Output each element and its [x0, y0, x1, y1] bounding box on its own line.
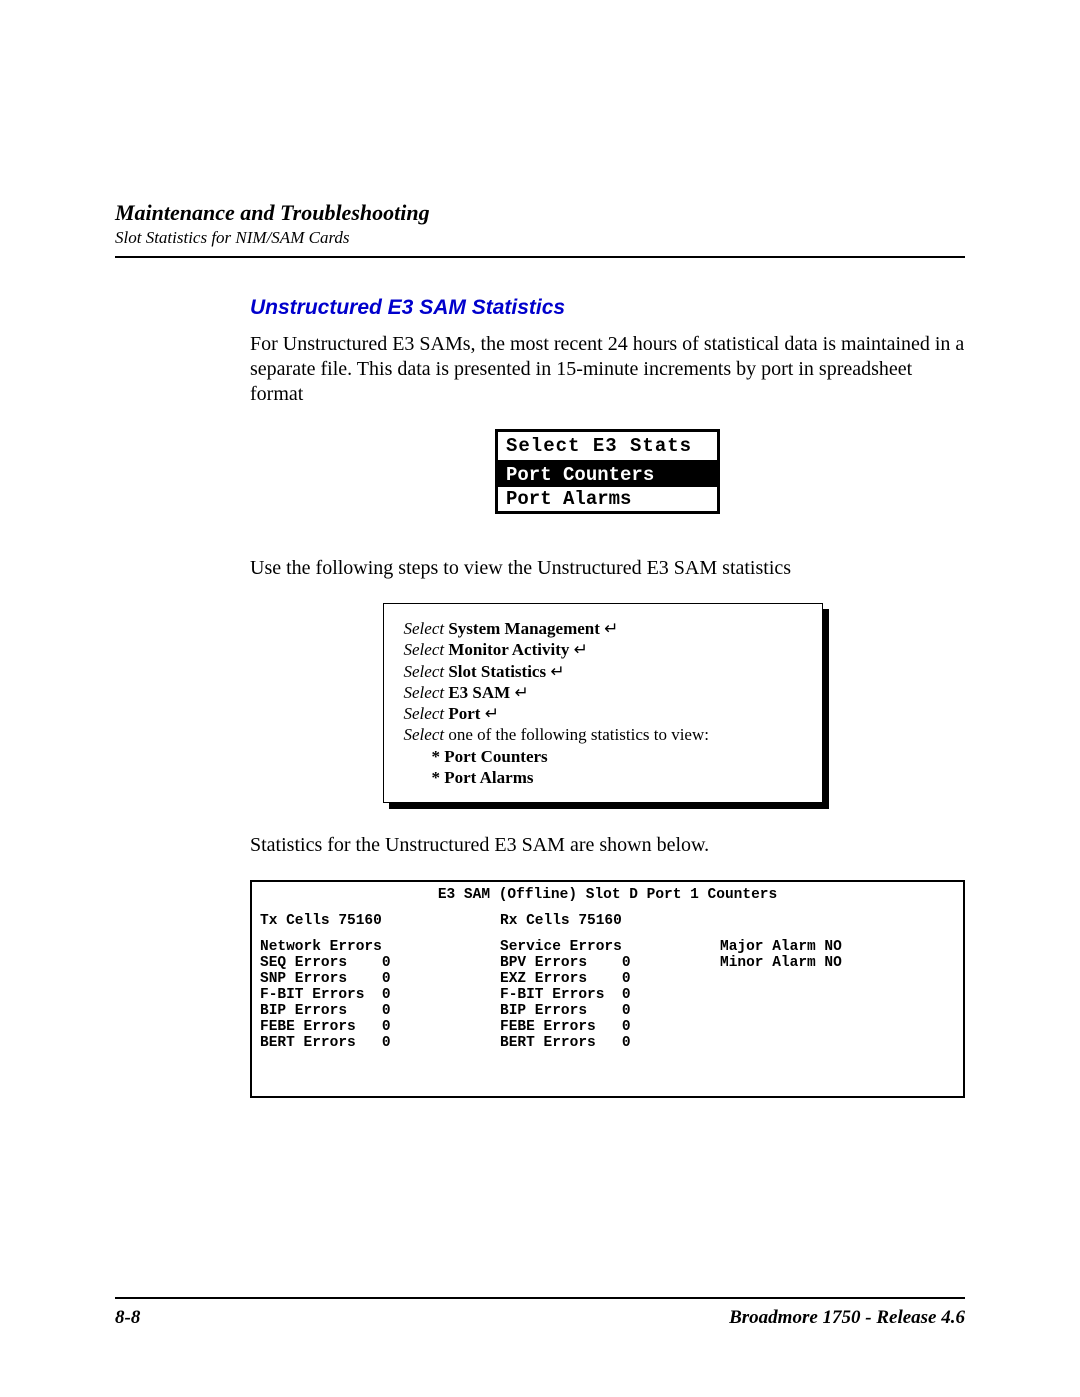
network-errors-col: Network Errors SEQ Errors 0 SNP Errors 0… [260, 940, 500, 1052]
step-line: Select Port ↵ [404, 703, 802, 724]
step-bullet: * Port Alarms [404, 767, 802, 788]
step-bold: System Management [448, 619, 600, 638]
step-line: Select Monitor Activity ↵ [404, 639, 802, 660]
rx-cells: Rx Cells 75160 [500, 914, 720, 930]
menu-title: Select E3 Stats [498, 432, 717, 463]
step-line: Select E3 SAM ↵ [404, 682, 802, 703]
section-heading: Unstructured E3 SAM Statistics [250, 296, 965, 320]
enter-icon: ↵ [514, 683, 528, 702]
enter-icon: ↵ [604, 619, 618, 638]
terminal-title: E3 SAM (Offline) Slot D Port 1 Counters [260, 888, 955, 904]
footer-row: 8-8 Broadmore 1750 - Release 4.6 [115, 1307, 965, 1329]
content-area: Unstructured E3 SAM Statistics For Unstr… [115, 264, 965, 1098]
page-footer: 8-8 Broadmore 1750 - Release 4.6 [115, 1297, 965, 1329]
service-errors-col: Service Errors BPV Errors 0 EXZ Errors 0… [500, 940, 720, 1052]
footer-rule [115, 1297, 965, 1299]
menu-box-container: Select E3 Stats Port Counters Port Alarm… [250, 429, 965, 514]
step-prefix: Select [404, 704, 445, 723]
stats-below-text: Statistics for the Unstructured E3 SAM a… [250, 833, 965, 858]
page-header: Maintenance and Troubleshooting Slot Sta… [115, 200, 965, 258]
step-prefix: Select [404, 725, 445, 744]
step-prefix: Select [404, 619, 445, 638]
step-bold: Port [448, 704, 480, 723]
step-line: Select Slot Statistics ↵ [404, 661, 802, 682]
step-prefix: Select [404, 683, 445, 702]
step-bold: E3 SAM [448, 683, 510, 702]
menu-item-port-alarms[interactable]: Port Alarms [498, 487, 717, 511]
enter-icon: ↵ [485, 704, 499, 723]
header-rule [115, 256, 965, 258]
steps-box-container: Select System Management ↵ Select Monito… [250, 603, 965, 803]
step-line: Select System Management ↵ [404, 618, 802, 639]
section-subtitle: Slot Statistics for NIM/SAM Cards [115, 228, 965, 248]
doc-title: Broadmore 1750 - Release 4.6 [729, 1307, 965, 1329]
step-bold: Monitor Activity [448, 640, 569, 659]
terminal-cells-row: Tx Cells 75160 Rx Cells 75160 [260, 914, 955, 930]
use-steps-text: Use the following steps to view the Unst… [250, 556, 965, 581]
select-e3-stats-menu: Select E3 Stats Port Counters Port Alarm… [495, 429, 720, 514]
step-bold: Slot Statistics [448, 662, 546, 681]
step-line: Select one of the following statistics t… [404, 724, 802, 745]
tx-cells: Tx Cells 75160 [260, 914, 500, 930]
terminal-container: E3 SAM (Offline) Slot D Port 1 Counters … [250, 880, 965, 1098]
step-bullet: * Port Counters [404, 746, 802, 767]
step-prefix: Select [404, 662, 445, 681]
terminal-grid: Network Errors SEQ Errors 0 SNP Errors 0… [260, 940, 955, 1052]
menu-item-port-counters[interactable]: Port Counters [498, 463, 717, 487]
page-number: 8-8 [115, 1307, 140, 1329]
enter-icon: ↵ [550, 662, 564, 681]
step-plain: one of the following statistics to view: [448, 725, 709, 744]
chapter-title: Maintenance and Troubleshooting [115, 200, 965, 226]
step-prefix: Select [404, 640, 445, 659]
blank [720, 914, 955, 930]
steps-box: Select System Management ↵ Select Monito… [383, 603, 823, 803]
enter-icon: ↵ [574, 640, 588, 659]
intro-paragraph: For Unstructured E3 SAMs, the most recen… [250, 332, 965, 407]
terminal-output: E3 SAM (Offline) Slot D Port 1 Counters … [250, 880, 965, 1098]
alarms-col: Major Alarm NO Minor Alarm NO [720, 940, 955, 1052]
